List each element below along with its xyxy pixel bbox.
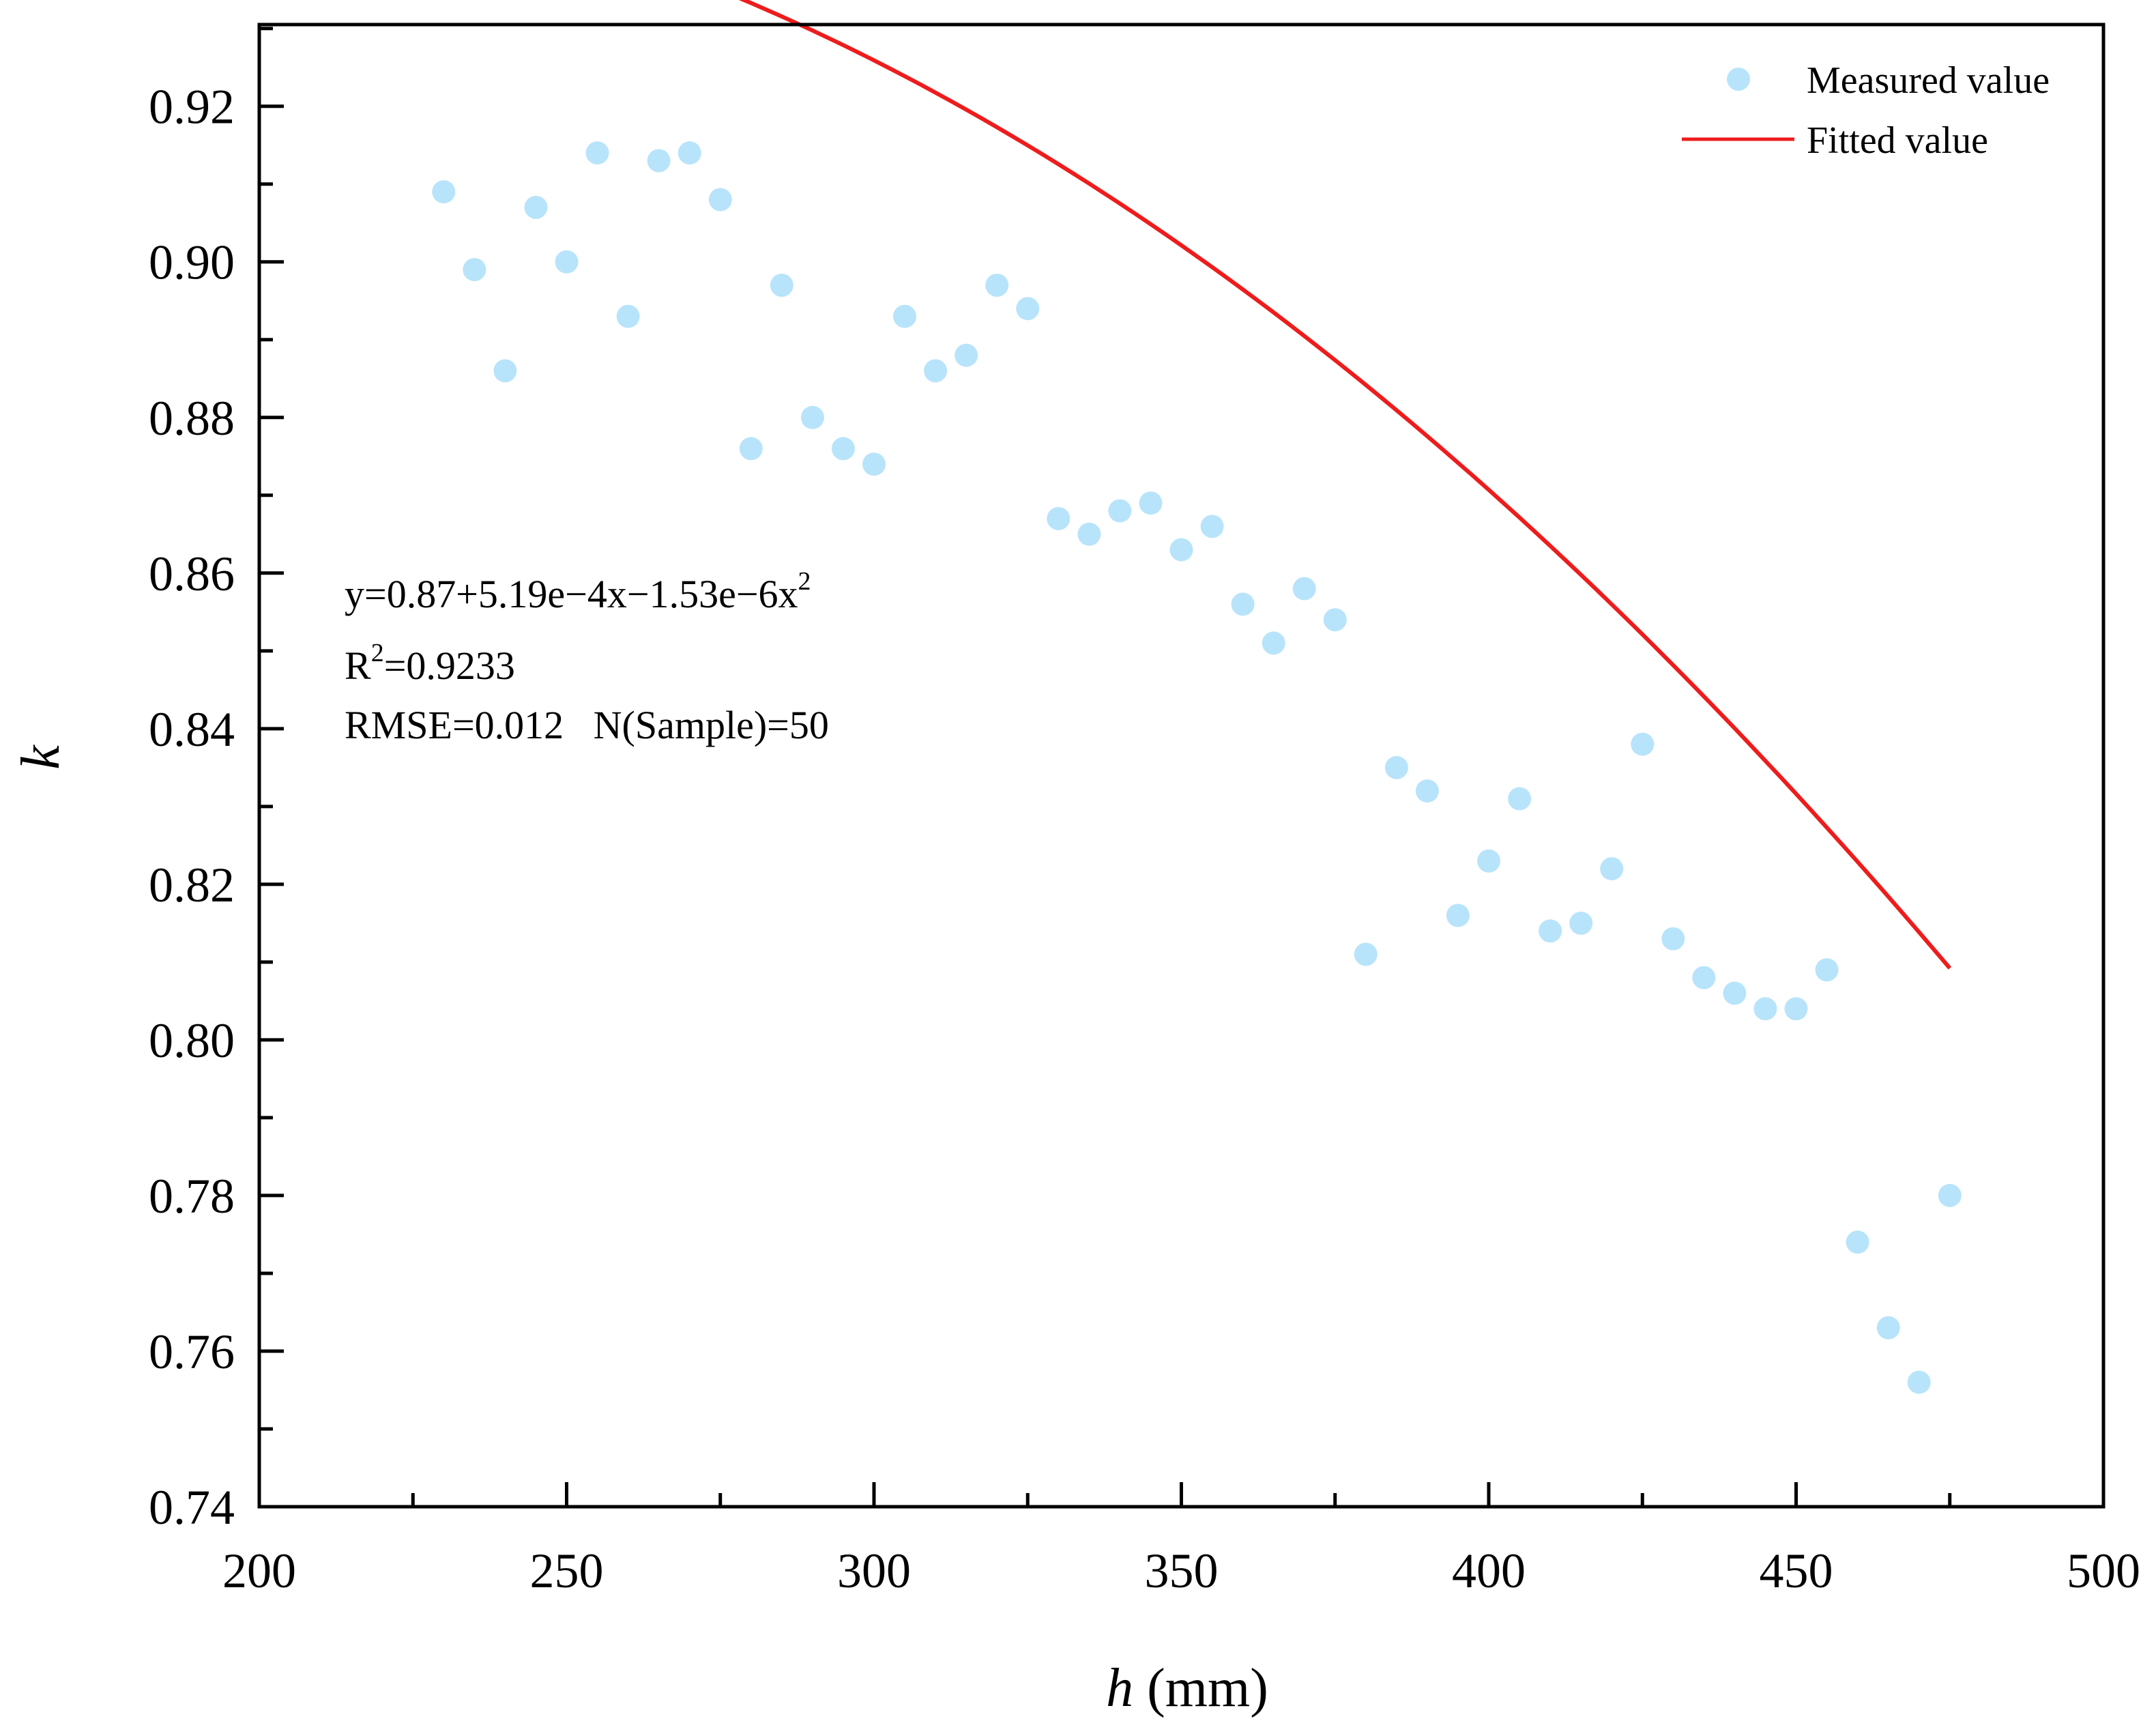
y-tick-label: 0.86 xyxy=(149,547,235,601)
y-tick-labels: 0.74 0.76 0.78 0.80 0.82 0.84 0.86 0.88 0.90 0.92 xyxy=(149,80,235,1535)
measured-point xyxy=(739,437,763,461)
measured-point xyxy=(1323,608,1347,632)
measured-point xyxy=(1108,499,1132,523)
fit-equation-superscript: 2 xyxy=(798,567,811,596)
measured-point xyxy=(1415,779,1439,803)
measured-point xyxy=(616,304,640,328)
measured-point xyxy=(955,343,978,367)
measured-point xyxy=(1631,732,1655,756)
measured-point xyxy=(585,141,609,165)
measured-point xyxy=(831,437,855,461)
r-squared-value: =0.9233 xyxy=(384,643,515,688)
measured-point xyxy=(1477,849,1500,873)
measured-point xyxy=(1231,592,1255,616)
measured-point xyxy=(1446,903,1470,927)
measured-point xyxy=(1815,958,1839,982)
measured-point xyxy=(1292,577,1316,601)
measured-point xyxy=(1047,507,1070,530)
r-squared: R2=0.9233 xyxy=(345,639,515,688)
measured-point xyxy=(647,149,671,173)
x-axis-unit: (mm) xyxy=(1147,1658,1268,1718)
measured-point xyxy=(1938,1183,1962,1207)
fit-annotation: y=0.87+5.19e−4x−1.53e−6x2 R2=0.9233 RMSE… xyxy=(345,567,829,747)
measured-point xyxy=(493,359,517,383)
axis-ticks xyxy=(257,27,2106,1509)
measured-point xyxy=(1569,911,1593,935)
measured-point xyxy=(555,250,579,274)
measured-point xyxy=(463,258,486,282)
measured-point xyxy=(985,274,1009,297)
y-tick-label: 0.84 xyxy=(149,702,235,757)
x-axis-title: h (mm) xyxy=(1106,1658,1268,1718)
x-tick-label: 450 xyxy=(1760,1544,1833,1598)
y-tick-label: 0.88 xyxy=(149,391,235,446)
measured-point xyxy=(1139,491,1163,515)
measured-point xyxy=(1784,997,1808,1021)
r-squared-superscript: 2 xyxy=(371,639,384,667)
legend-marker-measured xyxy=(1727,68,1750,91)
measured-point xyxy=(1077,522,1101,546)
x-tick-label: 350 xyxy=(1145,1544,1219,1598)
measured-point xyxy=(1384,755,1408,779)
x-tick-label: 300 xyxy=(837,1544,911,1598)
measured-point xyxy=(1539,919,1562,943)
legend: Measured value Fitted value xyxy=(1682,59,2050,162)
measured-point xyxy=(1354,942,1378,966)
measured-point xyxy=(1600,857,1624,881)
y-axis-title: k xyxy=(11,744,71,770)
legend-label-measured: Measured value xyxy=(1807,59,2050,102)
plot-frame xyxy=(257,23,2106,1509)
measured-point xyxy=(1846,1230,1869,1254)
x-tick-label: 250 xyxy=(530,1544,604,1598)
x-tick-label: 400 xyxy=(1452,1544,1526,1598)
measured-point xyxy=(1262,631,1285,655)
fit-stats: RMSE=0.012 N(Sample)=50 xyxy=(345,703,829,747)
y-tick-label: 0.90 xyxy=(149,235,235,290)
legend-label-fitted: Fitted value xyxy=(1807,119,1988,162)
measured-point xyxy=(1169,538,1193,562)
y-tick-label: 0.80 xyxy=(149,1013,235,1068)
measured-point xyxy=(678,141,701,165)
measured-point xyxy=(524,195,548,219)
x-tick-label: 500 xyxy=(2067,1544,2140,1598)
measured-point xyxy=(1200,515,1224,538)
measured-points-layer xyxy=(432,141,1962,1394)
measured-point xyxy=(862,452,886,476)
measured-point xyxy=(1016,297,1040,321)
fitted-curve-layer xyxy=(738,0,1952,970)
measured-point xyxy=(432,180,456,204)
x-axis-variable: h xyxy=(1106,1658,1133,1718)
measured-point xyxy=(1661,927,1685,951)
measured-point xyxy=(1723,981,1747,1005)
fitted-curve xyxy=(738,0,1952,970)
y-tick-label: 0.76 xyxy=(149,1325,235,1379)
measured-point xyxy=(893,304,916,328)
measured-point xyxy=(770,274,793,297)
x-tick-label: 200 xyxy=(222,1544,296,1598)
y-tick-label: 0.82 xyxy=(149,858,235,912)
r-squared-prefix: R xyxy=(345,643,371,688)
measured-point xyxy=(1876,1316,1900,1340)
y-tick-label: 0.74 xyxy=(149,1480,235,1535)
measured-point xyxy=(1907,1370,1931,1394)
x-tick-labels: 200 250 300 350 400 450 500 xyxy=(222,1544,2140,1598)
measured-point xyxy=(1753,997,1777,1021)
y-tick-label: 0.92 xyxy=(149,80,235,134)
fit-equation-body: y=0.87+5.19e−4x−1.53e−6x xyxy=(345,572,798,616)
measured-point xyxy=(1508,787,1532,811)
measured-point xyxy=(1692,966,1716,989)
measured-point xyxy=(800,405,824,429)
measured-point xyxy=(924,359,948,383)
measured-point xyxy=(708,188,732,212)
fit-equation: y=0.87+5.19e−4x−1.53e−6x2 xyxy=(345,567,811,616)
y-tick-label: 0.78 xyxy=(149,1169,235,1224)
